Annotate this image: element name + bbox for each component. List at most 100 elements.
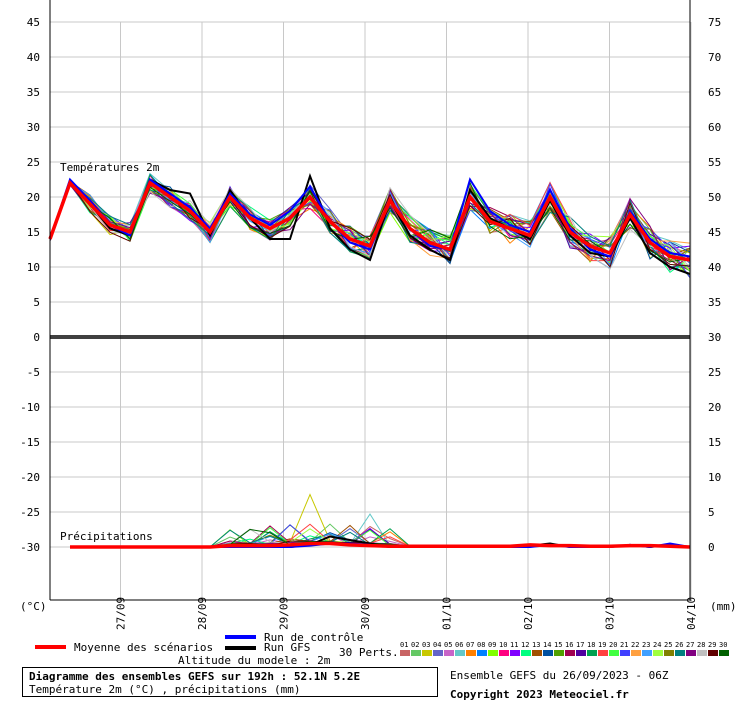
left-tick-label: 30 — [27, 121, 40, 134]
pert-swatch — [719, 650, 729, 656]
right-tick-label: 10 — [708, 471, 721, 484]
pert-number: 21 — [620, 641, 628, 649]
pert-number: 28 — [697, 641, 705, 649]
left-tick-label: 15 — [27, 226, 40, 239]
left-unit-label: (°C) — [20, 600, 47, 613]
legend-mean-label: Moyenne des scénarios — [74, 641, 213, 654]
precip-panel-label: Précipitations — [60, 530, 153, 543]
pert-number: 29 — [708, 641, 716, 649]
right-tick-label: 20 — [708, 401, 721, 414]
pert-swatch — [444, 650, 454, 656]
pert-swatch — [686, 650, 696, 656]
pert-swatch — [631, 650, 641, 656]
pert-number: 05 — [444, 641, 452, 649]
right-tick-label: 5 — [708, 506, 715, 519]
left-tick-label: -25 — [20, 506, 40, 519]
altitude-note: Altitude du modele : 2m — [178, 654, 331, 667]
right-tick-label: 15 — [708, 436, 721, 449]
pert-swatch — [400, 650, 410, 656]
run-info: Ensemble GEFS du 26/09/2023 - 06Z — [450, 669, 669, 682]
right-tick-label: 50 — [708, 191, 721, 204]
pert-number: 30 — [719, 641, 727, 649]
pert-number: 17 — [576, 641, 584, 649]
x-day-label: 04/10 — [685, 597, 698, 630]
pert-number: 04 — [433, 641, 441, 649]
perts-label: 30 Perts. — [339, 646, 399, 659]
pert-swatch — [510, 650, 520, 656]
x-day-label: 27/09 — [115, 597, 128, 630]
left-tick-label: 35 — [27, 86, 40, 99]
pert-swatch — [477, 650, 487, 656]
right-tick-label: 40 — [708, 261, 721, 274]
right-tick-label: 0 — [708, 541, 715, 554]
pert-number: 10 — [499, 641, 507, 649]
left-tick-label: -15 — [20, 436, 40, 449]
pert-swatch — [653, 650, 663, 656]
precip-mean-line — [70, 541, 691, 549]
pert-swatch — [609, 650, 619, 656]
pert-swatch — [576, 650, 586, 656]
info-box: Diagramme des ensembles GEFS sur 192h : … — [22, 667, 438, 697]
pert-number: 14 — [543, 641, 551, 649]
pert-number: 01 — [400, 641, 408, 649]
pert-swatch — [675, 650, 685, 656]
pert-number: 09 — [488, 641, 496, 649]
pert-number: 12 — [521, 641, 529, 649]
pert-swatch — [499, 650, 509, 656]
pert-swatch — [620, 650, 630, 656]
pert-number: 07 — [466, 641, 474, 649]
pert-number: 06 — [455, 641, 463, 649]
temperature-panel-label: Températures 2m — [60, 161, 160, 174]
pert-swatch — [598, 650, 608, 656]
right-tick-label: 30 — [708, 331, 721, 344]
pert-swatch — [587, 650, 597, 656]
pert-number: 13 — [532, 641, 540, 649]
x-day-label: 28/09 — [196, 597, 209, 630]
right-tick-label: 65 — [708, 86, 721, 99]
pert-number: 15 — [554, 641, 562, 649]
chart-subtitle: Température 2m (°C) , précipitations (mm… — [29, 683, 301, 696]
left-tick-label: 5 — [33, 296, 40, 309]
pert-number: 11 — [510, 641, 518, 649]
left-tick-label: 0 — [33, 331, 40, 344]
pert-swatch — [466, 650, 476, 656]
pert-number: 19 — [598, 641, 606, 649]
pert-swatch — [697, 650, 707, 656]
left-tick-label: 20 — [27, 191, 40, 204]
temp-mean-line — [48, 179, 691, 262]
x-day-label: 01/10 — [441, 597, 454, 630]
left-tick-label: 25 — [27, 156, 40, 169]
pert-swatch — [543, 650, 553, 656]
pert-swatch — [521, 650, 531, 656]
right-tick-label: 75 — [708, 16, 721, 29]
pert-number: 27 — [686, 641, 694, 649]
pert-number: 23 — [642, 641, 650, 649]
chart-title: Diagramme des ensembles GEFS sur 192h : … — [29, 670, 361, 683]
precip-pert-line — [70, 513, 691, 548]
pert-swatch — [422, 650, 432, 656]
pert-number: 18 — [587, 641, 595, 649]
pert-number: 25 — [664, 641, 672, 649]
right-tick-label: 60 — [708, 121, 721, 134]
pert-number: 24 — [653, 641, 661, 649]
x-day-label: 30/09 — [359, 597, 372, 630]
left-tick-label: -10 — [20, 401, 40, 414]
pert-number: 22 — [631, 641, 639, 649]
pert-swatch — [488, 650, 498, 656]
left-tick-label: -5 — [27, 366, 40, 379]
pert-swatch — [411, 650, 421, 656]
pert-swatch — [455, 650, 465, 656]
pert-number: 08 — [477, 641, 485, 649]
pert-swatch — [708, 650, 718, 656]
pert-swatch — [433, 650, 443, 656]
right-tick-label: 70 — [708, 51, 721, 64]
right-tick-label: 45 — [708, 226, 721, 239]
legend-gfs-label: Run GFS — [264, 641, 310, 654]
pert-number: 16 — [565, 641, 573, 649]
pert-number: 02 — [411, 641, 419, 649]
pert-swatch — [565, 650, 575, 656]
pert-swatch — [532, 650, 542, 656]
run-info-block: Ensemble GEFS du 26/09/2023 - 06Z Copyri… — [450, 666, 669, 704]
